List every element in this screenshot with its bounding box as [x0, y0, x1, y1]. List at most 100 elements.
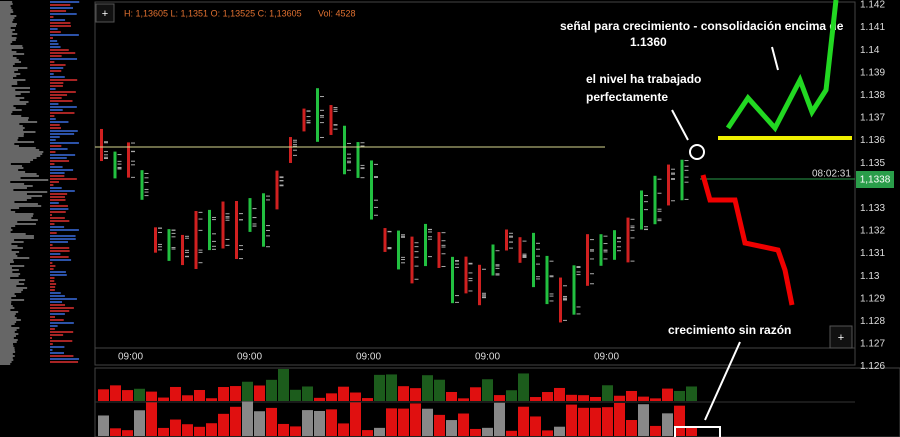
cluster-dots — [198, 229, 203, 231]
cluster-dots — [536, 278, 540, 280]
cluster-dots — [509, 241, 513, 243]
volume-bar — [362, 430, 373, 436]
cluster-dots — [414, 265, 419, 267]
cluster-dots — [630, 229, 635, 231]
cluster-dots — [671, 172, 675, 174]
cluster-dots — [252, 208, 257, 210]
cluster-dots — [306, 110, 311, 112]
volume-bar — [626, 390, 637, 401]
volume-bar — [422, 408, 433, 436]
cluster-dots — [468, 263, 473, 265]
time-label: 09:00 — [237, 352, 262, 363]
cluster-dots — [455, 263, 459, 265]
cluster-dots — [495, 250, 500, 252]
cluster — [397, 230, 400, 270]
price-clusters — [100, 88, 689, 323]
cluster-dots — [590, 283, 594, 285]
cluster-dots — [455, 266, 459, 268]
volume-bar — [110, 428, 121, 436]
cluster-dots — [144, 191, 149, 193]
cluster-dots — [590, 273, 594, 275]
volume-bar — [158, 397, 169, 401]
cluster-dots — [266, 199, 270, 201]
annotation: señal para crecimiento - consolidación e… — [560, 19, 844, 33]
volume-bar — [410, 388, 421, 401]
volume-bar — [254, 385, 265, 401]
cluster-dots — [212, 233, 216, 235]
volume-bar — [554, 426, 565, 436]
volume-bar — [458, 413, 469, 436]
cluster-dots — [158, 243, 162, 245]
cluster — [680, 159, 684, 201]
volume-bar — [218, 387, 229, 401]
cluster-dots — [536, 242, 540, 244]
drawn-growth — [725, 0, 839, 133]
volume-bar — [146, 402, 157, 436]
cluster-dots — [522, 256, 527, 258]
cluster — [316, 88, 319, 142]
cluster-dots — [360, 164, 365, 166]
cluster — [154, 227, 157, 253]
time-label: 09:00 — [118, 352, 143, 363]
volume-bar — [602, 385, 613, 401]
volume-bar — [290, 389, 301, 401]
volume-bar — [302, 410, 313, 436]
cluster-dots — [198, 211, 203, 213]
cluster-dots — [225, 213, 230, 215]
volume-bar — [278, 423, 289, 436]
cluster-dots — [144, 177, 149, 179]
chart-frame — [94, 1, 856, 366]
cluster-dots — [495, 273, 500, 275]
cluster-dots — [441, 265, 446, 267]
cluster — [424, 223, 427, 267]
cluster-dots — [347, 160, 351, 162]
annotation: crecimiento sin razón — [668, 323, 791, 337]
cluster-dots — [428, 236, 432, 238]
add-button[interactable] — [95, 3, 115, 23]
cluster-dots — [684, 176, 689, 178]
volume-bar — [614, 395, 625, 401]
cluster-dots — [441, 232, 446, 234]
cluster-dots — [239, 213, 243, 215]
cluster-dots — [509, 247, 513, 249]
volume-bar — [434, 414, 445, 436]
volume-bar — [266, 379, 277, 401]
cluster-dots — [347, 153, 351, 155]
cluster — [113, 151, 117, 179]
price-label: 1.139 — [860, 67, 885, 78]
cluster-dots — [320, 116, 324, 118]
cluster-dots — [293, 141, 297, 143]
cluster-dots — [198, 251, 203, 253]
cluster-dots — [414, 278, 419, 280]
volume-bar — [398, 386, 409, 401]
cluster-dots — [630, 225, 635, 227]
volume-bar — [98, 389, 109, 401]
cluster-dots — [252, 217, 257, 219]
cluster-dots — [158, 231, 162, 233]
cluster — [194, 211, 198, 269]
cluster-dots — [225, 244, 230, 246]
time-label: 09:00 — [356, 352, 381, 363]
price-label: 1.126 — [860, 361, 885, 372]
volume-bar — [602, 407, 613, 436]
cluster — [505, 229, 508, 251]
cluster-dots — [333, 107, 338, 109]
cluster — [248, 198, 252, 232]
volume-bar — [686, 386, 697, 401]
add-button[interactable] — [829, 325, 853, 349]
cluster-dots — [306, 116, 311, 118]
cluster-dots — [644, 195, 648, 197]
cluster-dots — [468, 290, 473, 292]
cluster-dots — [293, 145, 297, 147]
cluster-dots — [576, 306, 581, 308]
cluster-dots — [239, 219, 243, 221]
cluster-dots — [320, 96, 324, 98]
cluster-dots — [455, 301, 459, 303]
cluster — [356, 142, 360, 178]
cluster-dots — [198, 218, 203, 220]
cluster-dots — [603, 243, 608, 245]
volume-bar — [470, 387, 481, 401]
volume-bar — [218, 413, 229, 436]
cluster — [383, 228, 387, 252]
cluster-dots — [536, 255, 540, 257]
